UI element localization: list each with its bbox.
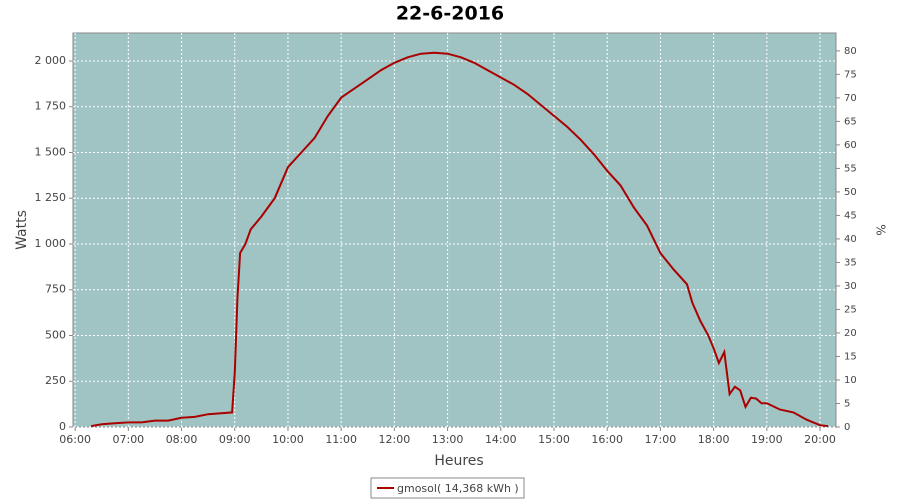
y-tick-label: 0	[59, 420, 66, 433]
data-line	[90, 51, 829, 428]
y2-tick-label: 5	[844, 398, 850, 409]
y-axis-label: Watts	[14, 210, 30, 250]
x-axis-label: Heures	[434, 453, 483, 469]
legend-box	[370, 477, 525, 499]
x-tick-label: 14:00	[485, 433, 517, 446]
y-tick-label: 1 250	[35, 191, 67, 204]
x-tick-label: 18:00	[698, 433, 730, 446]
y2-tick-label: 50	[844, 187, 857, 198]
x-tick-label: 11:00	[325, 433, 357, 446]
x-tick-label: 13:00	[432, 433, 464, 446]
y-tick-label: 1 750	[35, 100, 67, 113]
y2-tick-label: 15	[844, 351, 857, 362]
x-tick-label: 07:00	[112, 433, 144, 446]
y2-tick-label: 25	[844, 304, 857, 315]
legend-label: gmosol( 14,368 kWh )	[397, 482, 519, 495]
y-tick-label: 750	[45, 283, 66, 296]
y2-tick-label: 0	[844, 422, 850, 433]
x-tick-label: 09:00	[219, 433, 251, 446]
y-tick-label: 2 000	[35, 54, 67, 67]
y-tick-label: 1 500	[35, 145, 67, 158]
x-tick-label: 19:00	[751, 433, 783, 446]
y2-axis-label: %	[874, 224, 888, 235]
y2-tick-label: 80	[844, 46, 857, 57]
y2-tick-label: 70	[844, 93, 857, 104]
x-tick-label: 16:00	[591, 433, 623, 446]
y2-tick-label: 10	[844, 375, 857, 386]
x-tick-label: 10:00	[272, 433, 304, 446]
chart-title: 22-6-2016	[396, 3, 504, 25]
y2-tick-label: 65	[844, 116, 857, 127]
x-tick-label: 12:00	[379, 433, 411, 446]
y-tick-label: 1 000	[35, 237, 67, 250]
y2-tick-label: 45	[844, 210, 857, 221]
plot-area	[72, 32, 837, 428]
y2-tick-label: 55	[844, 163, 857, 174]
x-tick-label: 20:00	[804, 433, 836, 446]
y2-tick-label: 30	[844, 281, 857, 292]
y2-tick-label: 20	[844, 328, 857, 339]
x-tick-label: 08:00	[166, 433, 198, 446]
y2-tick-label: 40	[844, 234, 857, 245]
y-tick-label: 250	[45, 374, 66, 387]
x-tick-label: 17:00	[645, 433, 677, 446]
x-tick-label: 06:00	[59, 433, 91, 446]
x-tick-label: 15:00	[538, 433, 570, 446]
y2-tick-label: 75	[844, 69, 857, 80]
y2-tick-label: 60	[844, 140, 857, 151]
y2-tick-label: 35	[844, 257, 857, 268]
y-tick-label: 500	[45, 328, 66, 341]
